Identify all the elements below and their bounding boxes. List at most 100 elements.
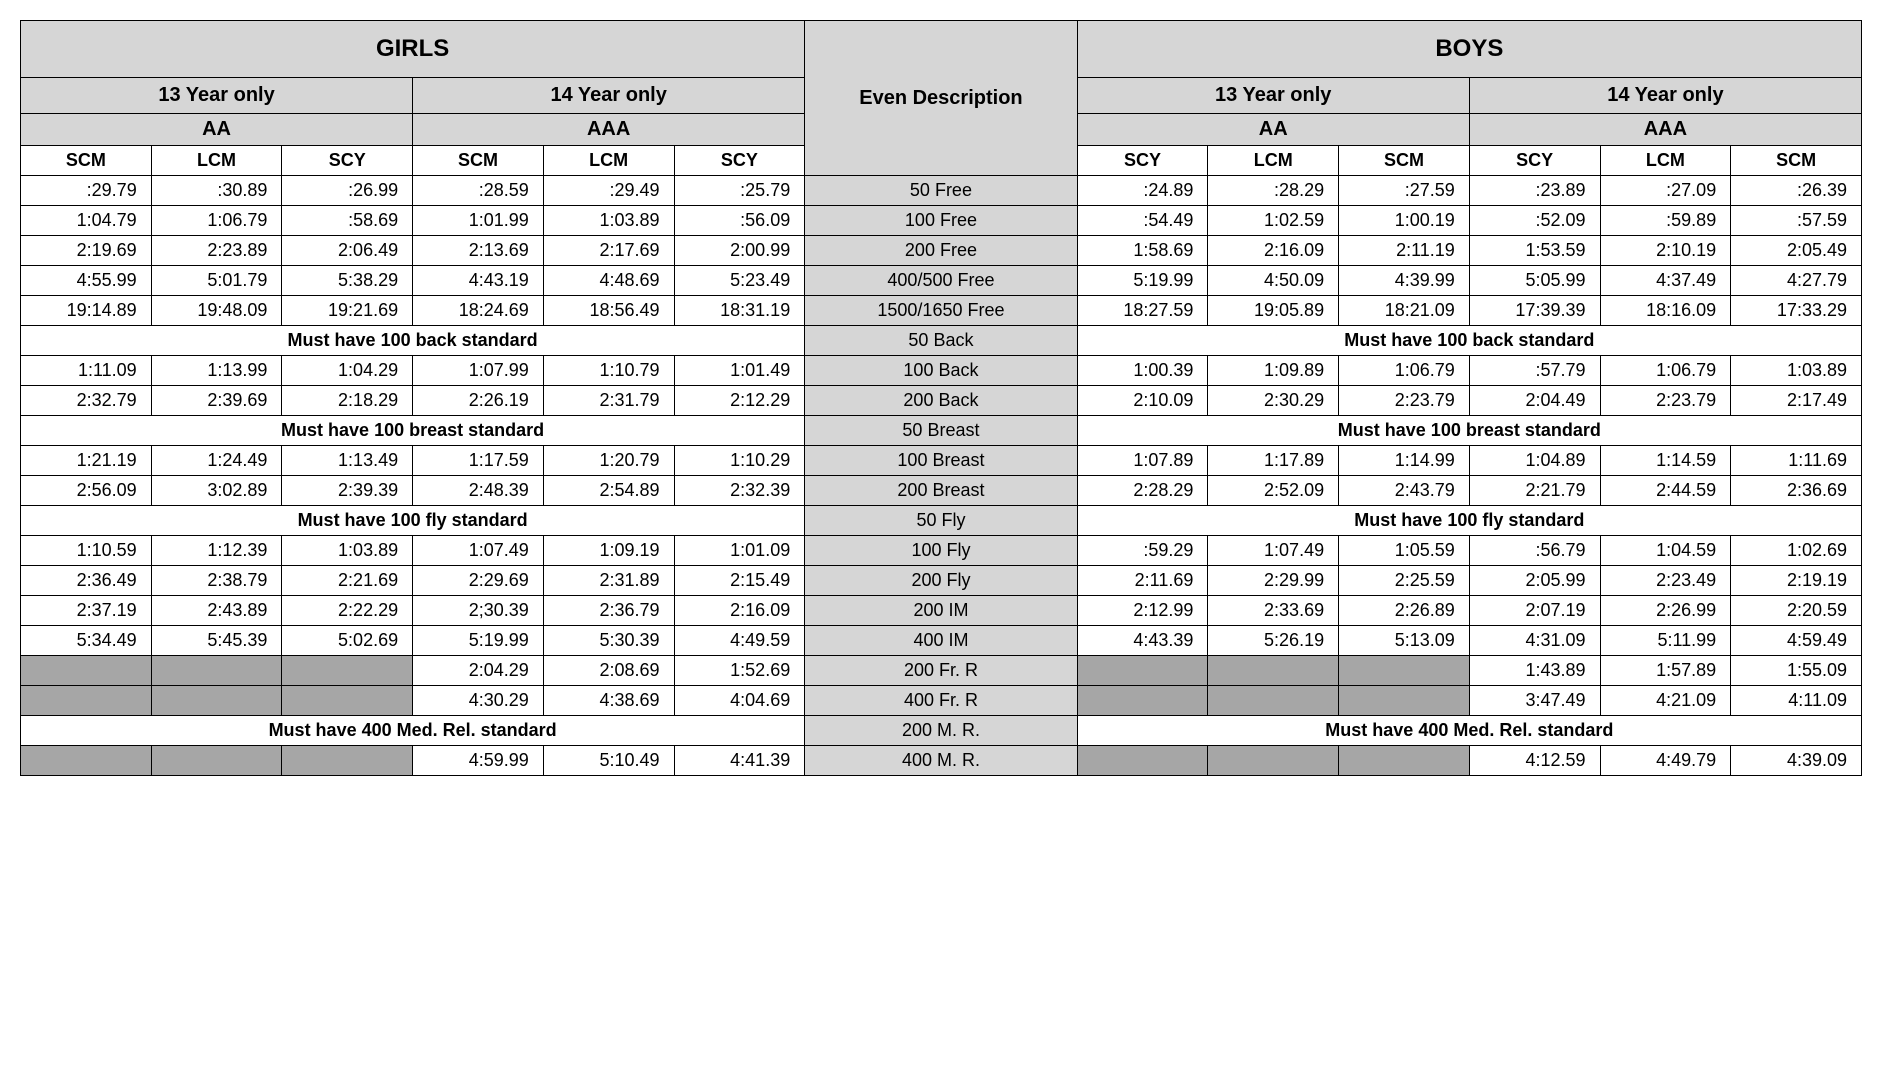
col-g13-scy: SCY: [282, 146, 413, 176]
empty-cell: [1339, 656, 1470, 686]
cell: 5:19.99: [1077, 266, 1208, 296]
cell: 1:52.69: [674, 656, 805, 686]
cell: 2:05.99: [1469, 566, 1600, 596]
empty-cell: [1339, 686, 1470, 716]
cell: 5:01.79: [151, 266, 282, 296]
note: Must have 400 Med. Rel. standard: [1077, 716, 1861, 746]
col-b13-scm: SCM: [1339, 146, 1470, 176]
cell: 2:04.49: [1469, 386, 1600, 416]
cell: :27.59: [1339, 176, 1470, 206]
cell: 2:08.69: [543, 656, 674, 686]
cell: :57.59: [1731, 206, 1862, 236]
event-label: 200 Back: [805, 386, 1077, 416]
cell: 4:59.99: [413, 746, 544, 776]
cell: 5:34.49: [21, 626, 152, 656]
col-g14-lcm: LCM: [543, 146, 674, 176]
cell: 1:43.89: [1469, 656, 1600, 686]
cell: 18:27.59: [1077, 296, 1208, 326]
table-row: 1:04.791:06.79:58.691:01.991:03.89:56.09…: [21, 206, 1862, 236]
cell: 18:21.09: [1339, 296, 1470, 326]
cell: 1:07.49: [1208, 536, 1339, 566]
table-row: 2:36.492:38.792:21.692:29.692:31.892:15.…: [21, 566, 1862, 596]
cell: 2:39.69: [151, 386, 282, 416]
cell: 2:23.79: [1339, 386, 1470, 416]
cell: 2:13.69: [413, 236, 544, 266]
cell: 1:09.89: [1208, 356, 1339, 386]
cell: 17:33.29: [1731, 296, 1862, 326]
cell: 1:11.09: [21, 356, 152, 386]
cell: 1:00.39: [1077, 356, 1208, 386]
event-label: 50 Breast: [805, 416, 1077, 446]
table-row: Must have 100 fly standard50 FlyMust hav…: [21, 506, 1862, 536]
cell: 2:29.99: [1208, 566, 1339, 596]
cell: 1:14.59: [1600, 446, 1731, 476]
cell: 18:31.19: [674, 296, 805, 326]
cell: 2:06.49: [282, 236, 413, 266]
empty-cell: [1077, 656, 1208, 686]
empty-cell: [282, 746, 413, 776]
cell: 1:04.89: [1469, 446, 1600, 476]
cell: 3:02.89: [151, 476, 282, 506]
event-desc-header: Even Description: [805, 21, 1077, 176]
empty-cell: [1077, 746, 1208, 776]
cell: :57.79: [1469, 356, 1600, 386]
cell: 2:36.69: [1731, 476, 1862, 506]
empty-cell: [21, 686, 152, 716]
cell: 2:23.79: [1600, 386, 1731, 416]
cell: 2:17.49: [1731, 386, 1862, 416]
cell: 2:26.99: [1600, 596, 1731, 626]
cell: 4:30.29: [413, 686, 544, 716]
boys-14-aaa: AAA: [1469, 114, 1861, 146]
boys-14: 14 Year only: [1469, 78, 1861, 114]
cell: 2:26.19: [413, 386, 544, 416]
empty-cell: [151, 746, 282, 776]
cell: 2:54.89: [543, 476, 674, 506]
event-label: 400 IM: [805, 626, 1077, 656]
event-label: 1500/1650 Free: [805, 296, 1077, 326]
cell: :56.09: [674, 206, 805, 236]
note: Must have 100 fly standard: [1077, 506, 1861, 536]
girls-13-aa: AA: [21, 114, 413, 146]
cell: 18:56.49: [543, 296, 674, 326]
cell: 5:23.49: [674, 266, 805, 296]
cell: 1:14.99: [1339, 446, 1470, 476]
cell: 1:01.99: [413, 206, 544, 236]
girls-14-aaa: AAA: [413, 114, 805, 146]
event-label: 50 Back: [805, 326, 1077, 356]
cell: 4:37.49: [1600, 266, 1731, 296]
cell: 1:06.79: [1339, 356, 1470, 386]
event-label: 100 Free: [805, 206, 1077, 236]
col-g13-scm: SCM: [21, 146, 152, 176]
cell: 4:49.59: [674, 626, 805, 656]
cell: 2:12.29: [674, 386, 805, 416]
cell: 5:05.99: [1469, 266, 1600, 296]
cell: 1:07.49: [413, 536, 544, 566]
cell: 1:03.89: [543, 206, 674, 236]
cell: 4:21.09: [1600, 686, 1731, 716]
cell: 2:25.59: [1339, 566, 1470, 596]
empty-cell: [151, 686, 282, 716]
table-row: 4:55.995:01.795:38.294:43.194:48.695:23.…: [21, 266, 1862, 296]
empty-cell: [1208, 746, 1339, 776]
cell: 5:02.69: [282, 626, 413, 656]
cell: 1:20.79: [543, 446, 674, 476]
cell: 2:07.19: [1469, 596, 1600, 626]
cell: 4:48.69: [543, 266, 674, 296]
cell: 2:16.09: [674, 596, 805, 626]
cell: 2:37.19: [21, 596, 152, 626]
cell: 2:21.79: [1469, 476, 1600, 506]
cell: 18:24.69: [413, 296, 544, 326]
cell: 4:11.09: [1731, 686, 1862, 716]
event-label: 100 Fly: [805, 536, 1077, 566]
cell: 1:10.29: [674, 446, 805, 476]
note: Must have 100 breast standard: [21, 416, 805, 446]
cell: 1:13.99: [151, 356, 282, 386]
cell: 5:19.99: [413, 626, 544, 656]
col-b14-scm: SCM: [1731, 146, 1862, 176]
cell: 2:31.89: [543, 566, 674, 596]
cell: 2:56.09: [21, 476, 152, 506]
cell: 19:05.89: [1208, 296, 1339, 326]
event-label: 50 Free: [805, 176, 1077, 206]
cell: 5:38.29: [282, 266, 413, 296]
cell: :58.69: [282, 206, 413, 236]
